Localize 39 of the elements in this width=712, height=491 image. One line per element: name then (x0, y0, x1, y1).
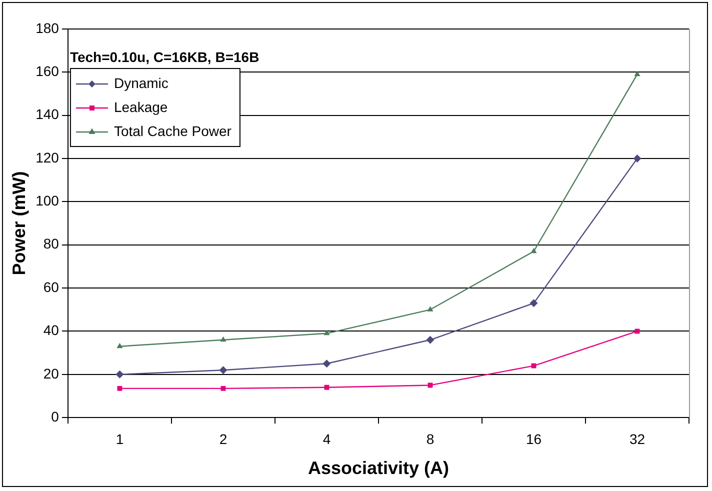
point (530, 248, 537, 254)
y-tick-label: 60 (43, 278, 60, 295)
point (324, 330, 330, 336)
y-tick-label: 180 (36, 20, 60, 36)
y-axis-title: Power (mW) (8, 171, 29, 276)
x-tick-label: 1 (116, 430, 124, 447)
y-tick-label: 120 (36, 149, 60, 166)
y-tick-label: 0 (51, 408, 60, 424)
legend-label: Leakage (114, 98, 168, 115)
x-tick-label: 2 (219, 430, 228, 447)
point (634, 70, 640, 76)
y-tick-label: 40 (43, 322, 60, 338)
point (322, 360, 331, 368)
point (428, 382, 433, 388)
y-tick-label: 140 (36, 106, 60, 122)
point (531, 363, 536, 368)
point (324, 384, 330, 390)
y-tick-label: 160 (36, 63, 60, 80)
y-tick-label: 20 (43, 365, 60, 382)
x-tick-label: 32 (629, 430, 646, 447)
x-tick-label: 4 (322, 430, 331, 447)
y-tick-label: 80 (43, 236, 60, 252)
legend-label: Dynamic (114, 74, 168, 91)
point (116, 342, 123, 348)
point (530, 299, 538, 308)
x-tick-label: 16 (526, 430, 542, 447)
x-tick-label: 8 (426, 430, 434, 447)
point (117, 386, 122, 391)
point (220, 336, 226, 342)
y-tick-label: 100 (36, 192, 60, 209)
point (220, 386, 226, 391)
annotation: Tech=0.10u, C=16KB, B=16B (70, 48, 260, 65)
point (116, 370, 124, 378)
x-axis-title: Associativity (A) (308, 458, 450, 478)
point (426, 336, 434, 344)
point (219, 366, 228, 374)
point (633, 154, 642, 163)
legend-label: Total Cache Power (114, 122, 232, 139)
point (427, 306, 434, 312)
